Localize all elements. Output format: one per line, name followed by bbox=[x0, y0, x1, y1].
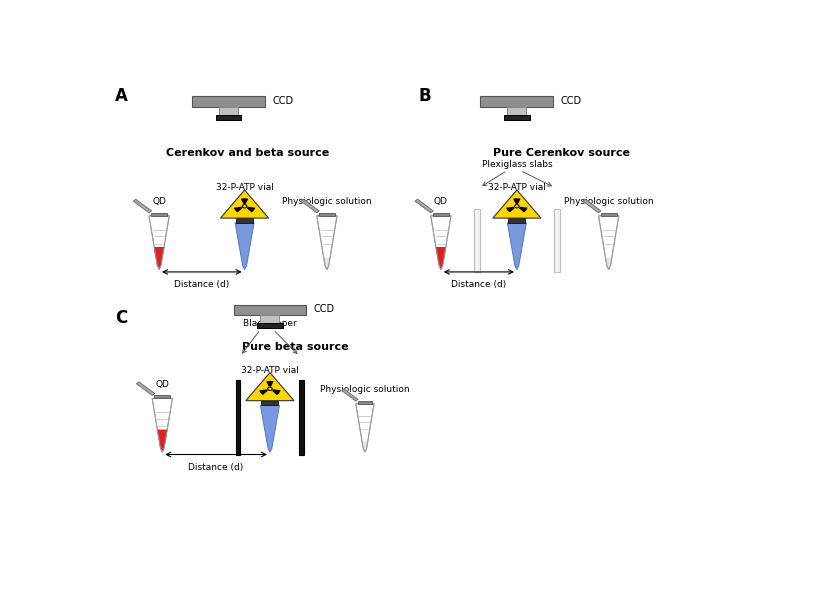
Polygon shape bbox=[261, 406, 279, 452]
Text: Physiologic solution: Physiologic solution bbox=[320, 385, 409, 393]
FancyBboxPatch shape bbox=[261, 401, 279, 406]
Polygon shape bbox=[221, 190, 269, 218]
FancyBboxPatch shape bbox=[219, 106, 239, 115]
Polygon shape bbox=[149, 216, 169, 269]
Text: QD: QD bbox=[434, 198, 448, 206]
FancyBboxPatch shape bbox=[236, 379, 240, 455]
Circle shape bbox=[242, 204, 248, 209]
Text: Pure Cerenkov source: Pure Cerenkov source bbox=[493, 148, 630, 157]
FancyBboxPatch shape bbox=[154, 395, 171, 398]
Polygon shape bbox=[157, 430, 167, 452]
Wedge shape bbox=[234, 207, 243, 212]
FancyBboxPatch shape bbox=[507, 106, 526, 115]
Polygon shape bbox=[136, 382, 154, 395]
Polygon shape bbox=[235, 223, 254, 269]
Wedge shape bbox=[259, 389, 268, 395]
Text: Plexiglass slabs: Plexiglass slabs bbox=[481, 160, 552, 169]
Circle shape bbox=[268, 388, 271, 390]
Polygon shape bbox=[507, 223, 526, 269]
Circle shape bbox=[243, 205, 246, 207]
Text: B: B bbox=[418, 87, 431, 105]
Text: Pure beta source: Pure beta source bbox=[242, 342, 349, 352]
FancyBboxPatch shape bbox=[480, 97, 553, 106]
Polygon shape bbox=[317, 216, 337, 269]
Polygon shape bbox=[342, 389, 358, 401]
Text: CCD: CCD bbox=[560, 96, 582, 106]
Wedge shape bbox=[513, 198, 520, 204]
Polygon shape bbox=[583, 199, 601, 213]
FancyBboxPatch shape bbox=[600, 213, 617, 216]
Text: Cerenkov and beta source: Cerenkov and beta source bbox=[166, 148, 329, 157]
Polygon shape bbox=[605, 258, 613, 269]
FancyBboxPatch shape bbox=[474, 209, 480, 272]
FancyBboxPatch shape bbox=[358, 401, 373, 404]
Wedge shape bbox=[241, 198, 248, 204]
Text: QD: QD bbox=[152, 198, 166, 206]
FancyBboxPatch shape bbox=[299, 379, 304, 455]
FancyBboxPatch shape bbox=[319, 213, 335, 216]
Polygon shape bbox=[431, 216, 451, 269]
Text: Distance (d): Distance (d) bbox=[174, 280, 230, 289]
Text: 32-P-ATP vial: 32-P-ATP vial bbox=[241, 366, 299, 375]
Polygon shape bbox=[152, 398, 172, 452]
FancyBboxPatch shape bbox=[508, 218, 525, 223]
Polygon shape bbox=[493, 190, 541, 218]
Circle shape bbox=[514, 204, 520, 209]
FancyBboxPatch shape bbox=[504, 115, 529, 120]
Text: 32-P-ATP vial: 32-P-ATP vial bbox=[216, 184, 274, 192]
Circle shape bbox=[267, 387, 273, 391]
Text: QD: QD bbox=[155, 380, 169, 389]
Wedge shape bbox=[272, 389, 280, 395]
Polygon shape bbox=[133, 199, 151, 213]
FancyBboxPatch shape bbox=[433, 213, 449, 216]
Circle shape bbox=[516, 205, 519, 207]
Wedge shape bbox=[507, 207, 515, 212]
Text: Physiologic solution: Physiologic solution bbox=[282, 198, 372, 206]
Wedge shape bbox=[247, 207, 255, 212]
FancyBboxPatch shape bbox=[554, 209, 560, 272]
Wedge shape bbox=[266, 381, 274, 387]
Text: Physiologic solution: Physiologic solution bbox=[564, 198, 654, 206]
Text: CCD: CCD bbox=[273, 96, 294, 106]
FancyBboxPatch shape bbox=[151, 213, 167, 216]
Text: CCD: CCD bbox=[314, 305, 335, 314]
Polygon shape bbox=[435, 247, 446, 269]
Polygon shape bbox=[362, 441, 368, 452]
FancyBboxPatch shape bbox=[216, 115, 242, 120]
FancyBboxPatch shape bbox=[236, 218, 253, 223]
Polygon shape bbox=[246, 373, 294, 401]
Polygon shape bbox=[324, 258, 331, 269]
Polygon shape bbox=[301, 199, 319, 213]
Text: A: A bbox=[114, 87, 127, 105]
Polygon shape bbox=[154, 247, 164, 269]
Text: C: C bbox=[114, 309, 127, 327]
FancyBboxPatch shape bbox=[234, 305, 306, 315]
FancyBboxPatch shape bbox=[261, 315, 279, 323]
FancyBboxPatch shape bbox=[257, 323, 283, 328]
Text: Black paper: Black paper bbox=[243, 319, 297, 328]
Text: Distance (d): Distance (d) bbox=[451, 280, 507, 289]
Polygon shape bbox=[599, 216, 618, 269]
Polygon shape bbox=[355, 404, 374, 452]
FancyBboxPatch shape bbox=[192, 97, 266, 106]
Text: 32-P-ATP vial: 32-P-ATP vial bbox=[488, 184, 546, 192]
Wedge shape bbox=[519, 207, 528, 212]
Text: Distance (d): Distance (d) bbox=[189, 463, 243, 472]
Polygon shape bbox=[415, 199, 433, 213]
